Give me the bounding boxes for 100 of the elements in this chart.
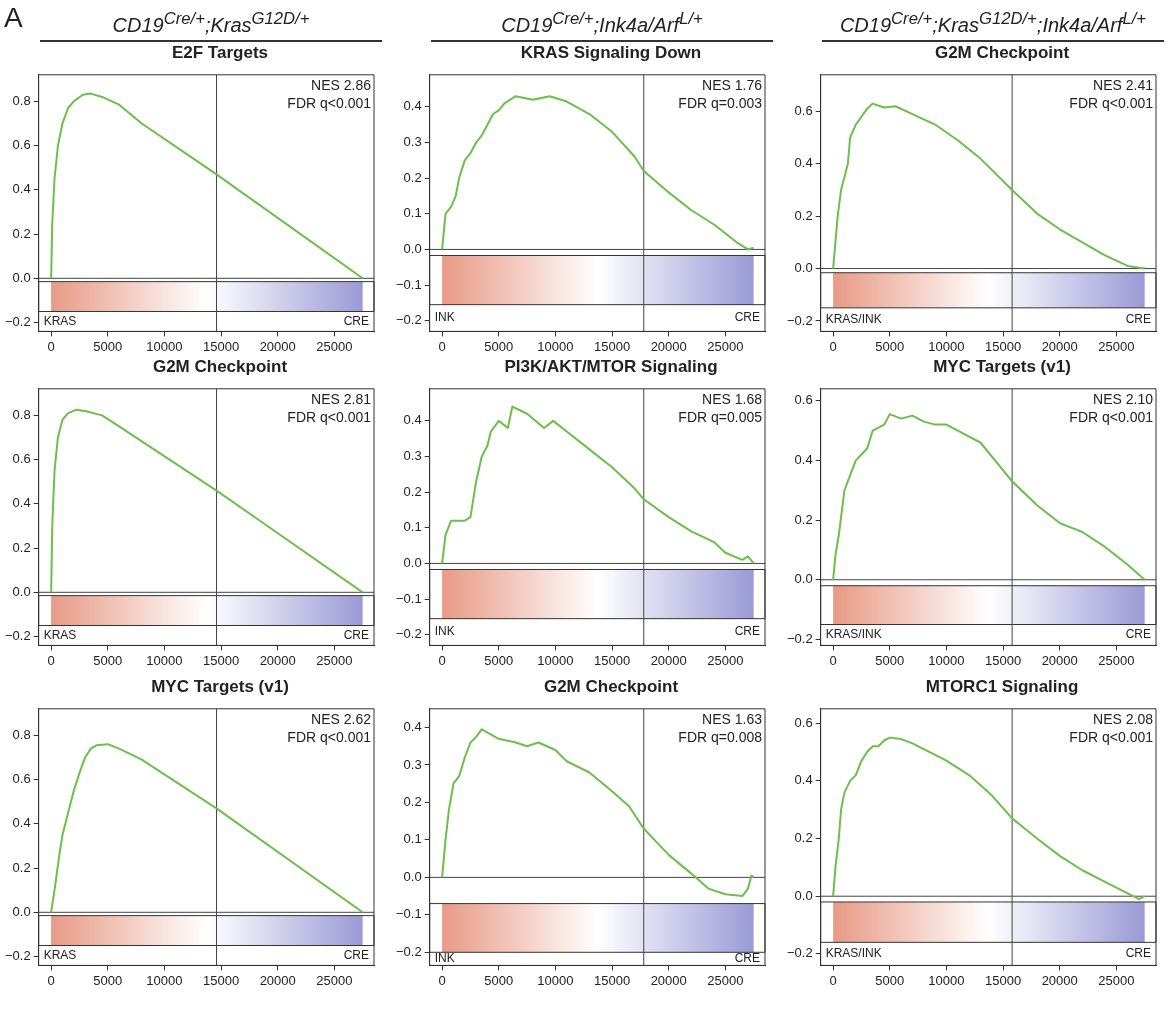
y-tick-label: 0.0 (794, 887, 813, 903)
x-tick-label: 25000 (1098, 652, 1135, 668)
y-tick-label: 0.2 (12, 539, 31, 555)
y-tick-label: 0.1 (403, 519, 422, 535)
x-tick-label: 20000 (1041, 652, 1078, 668)
y-tick-label: 0.3 (403, 756, 422, 772)
x-tick-label: 15000 (202, 972, 240, 988)
chart-title: CD19$^{Cre/+}$;Kras$^{G12D/+}$;Ink4a/Arf$^{L/+}$ (822, 0, 1164, 42)
annotation: NES 2.62 (311, 710, 372, 727)
x-tick-label: 0 (829, 652, 837, 668)
x-tick-label: 25000 (1098, 972, 1135, 988)
annotation: KRAS (43, 313, 77, 328)
y-tick-label: −0.1 (395, 590, 422, 606)
annotation: KRAS (43, 627, 77, 642)
chart-title: CD19$^{Cre/+}$;Kras$^{G12D/+}$ (40, 0, 382, 42)
x-tick-label: 0 (829, 972, 837, 988)
y-tick-label: 0.2 (794, 207, 813, 223)
annotation: NES 1.76 (702, 76, 763, 93)
x-tick-label: 5000 (875, 338, 905, 354)
y-tick-label: 0.0 (12, 903, 31, 919)
x-tick-label: 20000 (650, 338, 687, 354)
y-tick-label: 0.2 (12, 859, 31, 875)
y-tick-label: 0.2 (794, 511, 813, 527)
y-tick-label: 0.3 (403, 134, 422, 150)
y-tick-label: 0.0 (403, 868, 422, 884)
y-tick-label: 0.6 (794, 714, 813, 730)
annotation: CRE (343, 947, 369, 962)
annotation: FDR q<0.001 (1069, 408, 1154, 425)
y-tick-label: −0.2 (395, 943, 422, 959)
annotation: NES 2.86 (311, 76, 372, 93)
y-tick-label: 0.2 (403, 169, 422, 185)
x-tick-label: 5000 (484, 972, 514, 988)
x-tick-label: 10000 (537, 652, 574, 668)
y-tick-label: −0.2 (4, 314, 31, 330)
y-tick-label: 0.6 (12, 451, 31, 467)
text: A (4, 2, 23, 34)
annotation: NES 1.63 (702, 710, 763, 727)
chart-subtitle: KRAS Signaling Down (519, 42, 703, 64)
annotation: CRE (1125, 946, 1151, 961)
x-tick-label: 5000 (93, 972, 123, 988)
y-tick-label: 0.4 (403, 412, 422, 428)
x-tick-label: 0 (438, 652, 446, 668)
annotation: FDR q<0.001 (1069, 94, 1154, 111)
annotation: CRE (1125, 311, 1151, 326)
annotation: FDR q<0.001 (287, 728, 372, 745)
chart-title: G2M Checkpoint (151, 356, 289, 378)
x-tick-label: 10000 (146, 652, 183, 668)
y-tick-label: 0.4 (12, 495, 31, 511)
y-tick-label: 0.8 (12, 726, 31, 742)
y-tick-label: −0.1 (395, 906, 422, 922)
x-tick-label: 15000 (984, 338, 1022, 354)
x-tick-label: 15000 (984, 652, 1022, 668)
y-tick-label: 0.1 (403, 831, 422, 847)
annotation: CRE (343, 627, 369, 642)
y-tick-label: −0.2 (395, 626, 422, 642)
y-tick-label: 0.8 (12, 406, 31, 422)
annotation: NES 2.41 (1093, 76, 1154, 93)
x-tick-label: 25000 (316, 652, 353, 668)
chart-title: MTORC1 Signaling (924, 676, 1080, 698)
annotation: KRAS/INK (825, 946, 882, 961)
x-tick-label: 20000 (650, 652, 687, 668)
y-tick-label: 0.2 (794, 830, 813, 846)
annotation: FDR q=0.003 (678, 94, 763, 111)
y-tick-label: 0.6 (12, 137, 31, 153)
annotation: CRE (343, 313, 369, 328)
x-tick-label: 10000 (928, 972, 965, 988)
annotation: KRAS/INK (825, 627, 882, 642)
y-tick-label: −0.2 (786, 945, 813, 961)
y-tick-label: 0.4 (12, 181, 31, 197)
y-tick-label: 0.4 (794, 772, 813, 788)
x-tick-label: 5000 (93, 652, 123, 668)
annotation: CRE (734, 310, 760, 325)
annotation: FDR q=0.005 (678, 408, 763, 425)
y-tick-label: 0.2 (403, 794, 422, 810)
x-tick-label: 20000 (1041, 338, 1078, 354)
y-tick-label: −0.1 (395, 276, 422, 292)
x-tick-label: 0 (438, 338, 446, 354)
x-tick-label: 15000 (202, 652, 240, 668)
x-tick-label: 10000 (146, 338, 183, 354)
x-tick-label: 15000 (593, 338, 631, 354)
annotation: NES 2.10 (1093, 390, 1154, 407)
y-tick-label: −0.2 (786, 312, 813, 328)
annotation: NES 2.81 (311, 390, 372, 407)
annotation: FDR q=0.008 (678, 728, 763, 745)
y-tick-label: −0.2 (4, 628, 31, 644)
y-tick-label: 0.4 (403, 719, 422, 735)
x-tick-label: 15000 (984, 972, 1022, 988)
y-tick-label: 0.6 (12, 771, 31, 787)
annotation: CRE (1125, 627, 1151, 642)
y-tick-label: 0.4 (12, 815, 31, 831)
annotation: NES 2.08 (1093, 710, 1154, 727)
x-tick-label: 10000 (146, 972, 183, 988)
y-tick-label: 0.0 (12, 269, 31, 285)
chart-title: G2M Checkpoint (542, 676, 680, 698)
annotation: KRAS/INK (825, 311, 882, 326)
x-tick-label: 20000 (259, 338, 296, 354)
y-tick-label: 0.6 (794, 392, 813, 408)
y-tick-label: 0.0 (12, 583, 31, 599)
y-tick-label: 0.4 (794, 155, 813, 171)
x-tick-label: 25000 (707, 338, 744, 354)
